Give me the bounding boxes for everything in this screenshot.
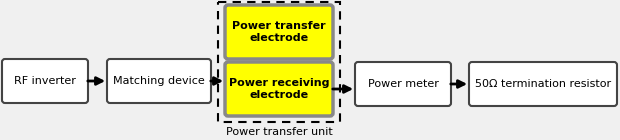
Text: 50Ω termination resistor: 50Ω termination resistor [475, 79, 611, 89]
FancyBboxPatch shape [225, 62, 333, 116]
FancyBboxPatch shape [355, 62, 451, 106]
FancyBboxPatch shape [107, 59, 211, 103]
Text: Matching device: Matching device [113, 76, 205, 86]
Text: Power meter: Power meter [368, 79, 438, 89]
Text: Power receiving
electrode: Power receiving electrode [229, 78, 329, 100]
FancyBboxPatch shape [469, 62, 617, 106]
FancyBboxPatch shape [2, 59, 88, 103]
Text: Power transfer
electrode: Power transfer electrode [232, 21, 326, 43]
FancyBboxPatch shape [225, 5, 333, 59]
Text: Power transfer unit: Power transfer unit [226, 127, 332, 137]
Text: RF inverter: RF inverter [14, 76, 76, 86]
